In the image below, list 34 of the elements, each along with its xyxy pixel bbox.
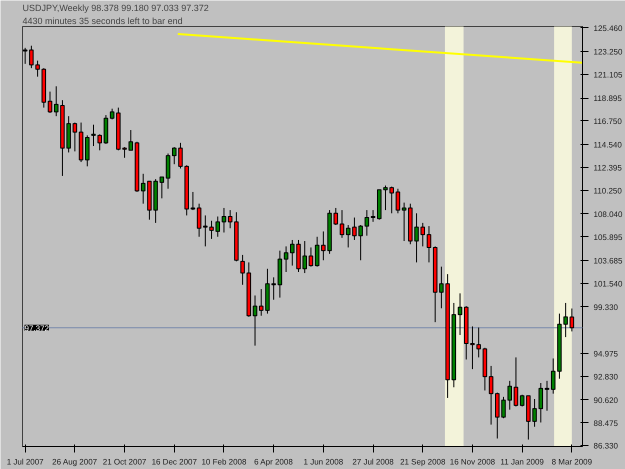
y-tick-label: 99.330	[594, 302, 619, 312]
y-tick-label: 118.895	[594, 94, 622, 104]
x-tick-label: 1 Jun 2008	[304, 458, 344, 466]
chart-title: USDJPY,Weekly 98.378 99.180 97.033 97.372	[22, 3, 209, 13]
chart-subtitle: 4430 minutes 35 seconds left to bar end	[22, 16, 183, 26]
y-tick-label: 116.750	[594, 116, 622, 126]
x-tick-label: 8 Mar 2009	[552, 458, 593, 466]
y-tick-label: 121.105	[594, 70, 623, 80]
x-tick-label: 26 Aug 2007	[52, 458, 98, 466]
y-tick-label: 105.895	[594, 232, 623, 242]
x-tick-label: 27 Jul 2008	[352, 458, 394, 466]
x-tick-label: 6 Apr 2008	[254, 458, 294, 466]
y-tick-label: 125.460	[594, 24, 623, 33]
y-tick-label: 114.540	[594, 140, 622, 150]
x-tick-label: 16 Nov 2008	[450, 458, 496, 466]
y-tick-label: 92.830	[594, 372, 619, 382]
x-tick-label: 21 Sep 2008	[400, 458, 446, 466]
y-tick-label: 88.475	[594, 418, 619, 428]
x-tick-label: 10 Feb 2008	[201, 458, 247, 466]
y-tick-label: 86.330	[594, 442, 619, 451]
y-tick-label: 90.620	[594, 396, 619, 405]
y-tick-label: 123.250	[594, 48, 623, 57]
x-tick-label: 11 Jan 2009	[500, 458, 544, 466]
candlestick	[240, 254, 245, 286]
y-tick-label: 112.395	[594, 163, 622, 172]
x-tick-label: 16 Dec 2007	[152, 458, 198, 466]
x-tick-label: 1 Jul 2007	[6, 458, 44, 466]
ref-line-label: 97.372	[24, 324, 50, 333]
y-tick-label: 110.250	[594, 186, 622, 196]
y-tick-label: 94.975	[594, 349, 619, 358]
y-tick-label: 103.685	[594, 256, 623, 266]
x-tick-label: 21 Oct 2007	[102, 458, 147, 466]
y-tick-label: 101.540	[594, 279, 623, 288]
y-tick-label: 108.040	[594, 210, 623, 219]
